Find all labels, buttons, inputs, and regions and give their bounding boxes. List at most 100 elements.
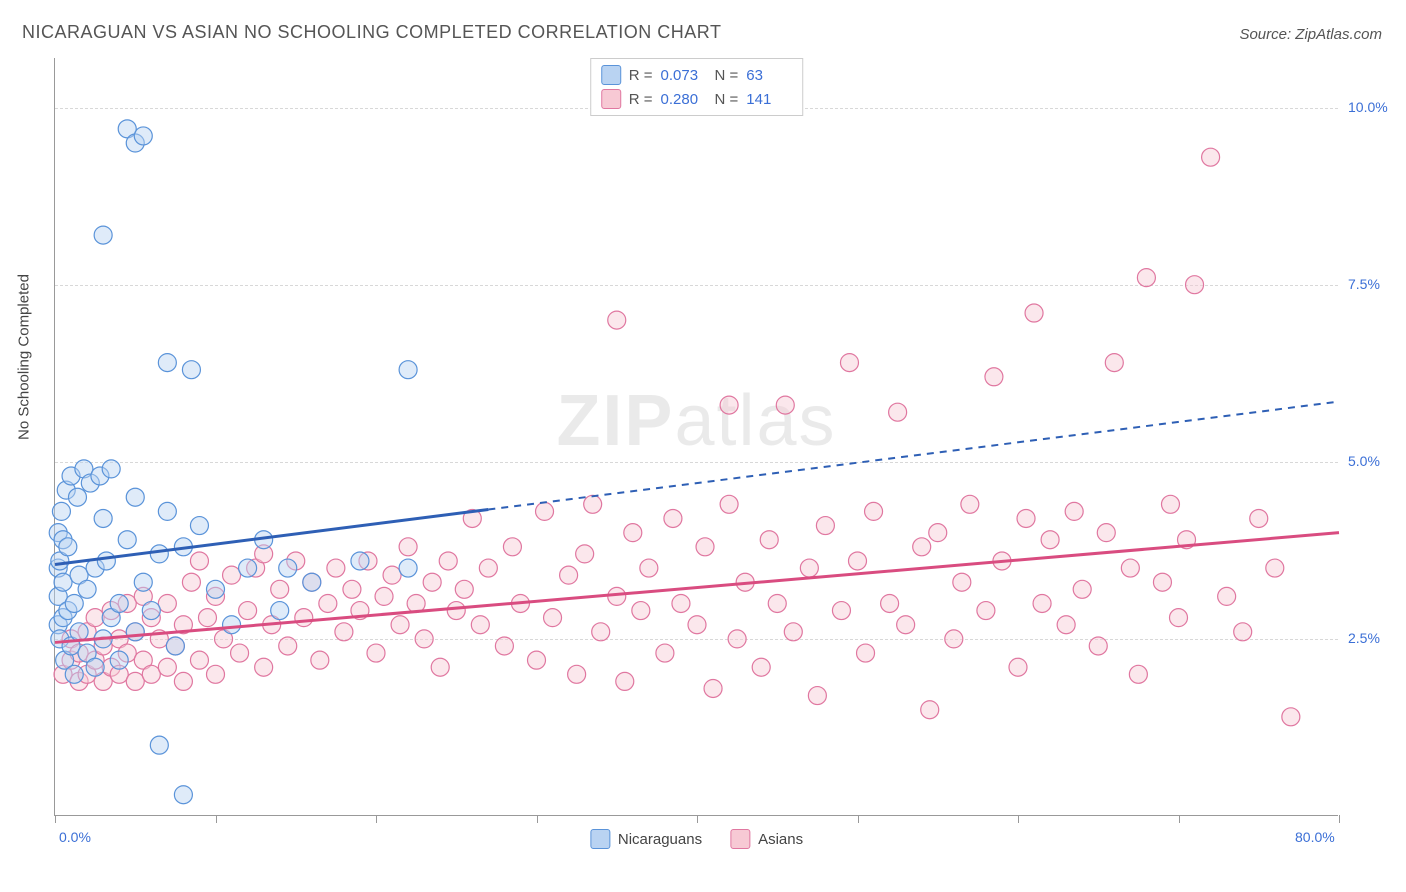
x-tick [1018, 815, 1019, 823]
scatter-point-asians [816, 517, 834, 535]
scatter-point-nicaraguans [118, 531, 136, 549]
x-tick [697, 815, 698, 823]
scatter-point-asians [1170, 609, 1188, 627]
scatter-point-asians [335, 623, 353, 641]
scatter-point-nicaraguans [65, 594, 83, 612]
x-tick [1339, 815, 1340, 823]
x-tick-label: 0.0% [59, 829, 91, 845]
x-tick [858, 815, 859, 823]
scatter-point-asians [1137, 269, 1155, 287]
scatter-point-asians [1105, 354, 1123, 372]
scatter-point-nicaraguans [207, 580, 225, 598]
scatter-point-asians [1161, 495, 1179, 513]
scatter-point-asians [447, 602, 465, 620]
scatter-point-nicaraguans [239, 559, 257, 577]
scatter-point-asians [431, 658, 449, 676]
scatter-point-asians [327, 559, 345, 577]
scatter-point-asians [961, 495, 979, 513]
scatter-point-asians [672, 594, 690, 612]
scatter-point-nicaraguans [68, 488, 86, 506]
x-tick [537, 815, 538, 823]
scatter-point-nicaraguans [97, 552, 115, 570]
scatter-point-asians [840, 354, 858, 372]
scatter-point-nicaraguans [110, 594, 128, 612]
scatter-point-asians [399, 538, 417, 556]
scatter-point-asians [720, 495, 738, 513]
scatter-point-asians [1129, 665, 1147, 683]
scatter-point-asians [921, 701, 939, 719]
scatter-point-asians [1041, 531, 1059, 549]
scatter-point-asians [1153, 573, 1171, 591]
legend-series: Nicaraguans Asians [590, 829, 803, 849]
legend-label-asians: Asians [758, 831, 803, 848]
scatter-point-nicaraguans [142, 602, 160, 620]
scatter-point-nicaraguans [126, 623, 144, 641]
scatter-point-asians [720, 396, 738, 414]
scatter-svg [55, 58, 1338, 815]
scatter-point-asians [728, 630, 746, 648]
legend-R-value-2: 0.280 [661, 91, 707, 108]
legend-swatch-asians [730, 829, 750, 849]
scatter-point-asians [311, 651, 329, 669]
scatter-point-nicaraguans [102, 460, 120, 478]
scatter-point-asians [391, 616, 409, 634]
scatter-point-asians [528, 651, 546, 669]
scatter-point-asians [832, 602, 850, 620]
scatter-point-asians [126, 672, 144, 690]
scatter-point-nicaraguans [150, 545, 168, 563]
scatter-point-asians [503, 538, 521, 556]
legend-stats: R = 0.073 N = 63 R = 0.280 N = 141 [590, 58, 804, 116]
scatter-point-asians [632, 602, 650, 620]
swatch-asians [601, 89, 621, 109]
x-tick-label: 80.0% [1295, 829, 1335, 845]
scatter-point-nicaraguans [182, 361, 200, 379]
scatter-point-asians [1017, 509, 1035, 527]
legend-N-value-1: 63 [746, 67, 792, 84]
legend-N-label-2: N = [715, 91, 739, 108]
scatter-point-asians [255, 658, 273, 676]
y-tick-label: 5.0% [1348, 453, 1398, 469]
scatter-point-nicaraguans [86, 658, 104, 676]
scatter-point-asians [239, 602, 257, 620]
scatter-point-asians [383, 566, 401, 584]
scatter-point-nicaraguans [158, 354, 176, 372]
y-tick-label: 2.5% [1348, 630, 1398, 646]
scatter-point-nicaraguans [158, 502, 176, 520]
scatter-point-nicaraguans [166, 637, 184, 655]
scatter-point-asians [913, 538, 931, 556]
scatter-point-asians [704, 679, 722, 697]
scatter-point-nicaraguans [134, 127, 152, 145]
scatter-point-asians [584, 495, 602, 513]
legend-swatch-nicaraguans [590, 829, 610, 849]
scatter-point-asians [279, 637, 297, 655]
scatter-point-asians [158, 594, 176, 612]
source-text: Source: ZipAtlas.com [1239, 26, 1382, 43]
legend-R-label-2: R = [629, 91, 653, 108]
y-axis-title: No Schooling Completed [16, 274, 33, 440]
scatter-point-asians [977, 602, 995, 620]
scatter-point-nicaraguans [65, 665, 83, 683]
scatter-point-nicaraguans [223, 616, 241, 634]
scatter-point-nicaraguans [94, 226, 112, 244]
scatter-point-asians [207, 665, 225, 683]
scatter-point-asians [865, 502, 883, 520]
scatter-point-nicaraguans [59, 538, 77, 556]
scatter-point-asians [198, 609, 216, 627]
scatter-point-asians [471, 616, 489, 634]
scatter-point-asians [479, 559, 497, 577]
scatter-point-asians [656, 644, 674, 662]
scatter-point-asians [1065, 502, 1083, 520]
scatter-point-asians [608, 311, 626, 329]
scatter-point-asians [182, 573, 200, 591]
scatter-point-asians [190, 552, 208, 570]
scatter-point-asians [142, 665, 160, 683]
scatter-point-asians [1266, 559, 1284, 577]
scatter-point-asians [945, 630, 963, 648]
scatter-point-nicaraguans [110, 651, 128, 669]
scatter-point-asians [367, 644, 385, 662]
scatter-point-asians [415, 630, 433, 648]
scatter-point-asians [439, 552, 457, 570]
scatter-point-asians [174, 672, 192, 690]
scatter-point-asians [1073, 580, 1091, 598]
scatter-point-asians [1097, 524, 1115, 542]
